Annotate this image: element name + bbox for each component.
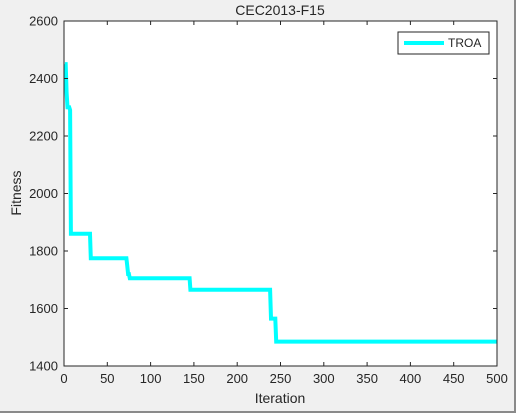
- chart-title: CEC2013-F15: [235, 2, 325, 18]
- y-tick-label-4: 2200: [29, 129, 58, 144]
- x-tick-label-1: 50: [100, 371, 114, 386]
- y-tick-label-0: 1400: [29, 359, 58, 374]
- plot-area: [64, 21, 497, 366]
- x-tick-label-8: 400: [400, 371, 422, 386]
- legend-label-troa: TROA: [448, 36, 481, 50]
- x-tick-label-7: 350: [356, 371, 378, 386]
- y-tick-label-3: 2000: [29, 186, 58, 201]
- ticks: [63, 20, 498, 367]
- series-line-0: [63, 62, 497, 344]
- window-bottom-edge: [0, 411, 516, 413]
- x-tick-label-5: 250: [270, 371, 292, 386]
- x-tick-label-3: 150: [183, 371, 205, 386]
- x-tick-label-9: 450: [443, 371, 465, 386]
- x-tick-label-6: 300: [313, 371, 335, 386]
- y-axis-label: Fitness: [8, 170, 24, 215]
- tick-labels: 0 50 100 150 200 250 300 350 400 450 500 1400 1600 18…: [29, 14, 508, 387]
- x-tick-label-10: 500: [486, 371, 508, 386]
- window-right-edge: [514, 0, 516, 413]
- x-tick-label-0: 0: [60, 371, 67, 386]
- y-tick-label-5: 2400: [29, 71, 58, 86]
- plot-lines: [63, 62, 497, 344]
- x-axis-label: Iteration: [255, 390, 306, 406]
- x-tick-label-4: 200: [226, 371, 248, 386]
- x-tick-label-2: 100: [140, 371, 162, 386]
- y-tick-label-1: 1600: [29, 301, 58, 316]
- legend: TROA: [397, 31, 490, 55]
- y-tick-label-2: 1800: [29, 244, 58, 259]
- y-tick-label-6: 2600: [29, 14, 58, 29]
